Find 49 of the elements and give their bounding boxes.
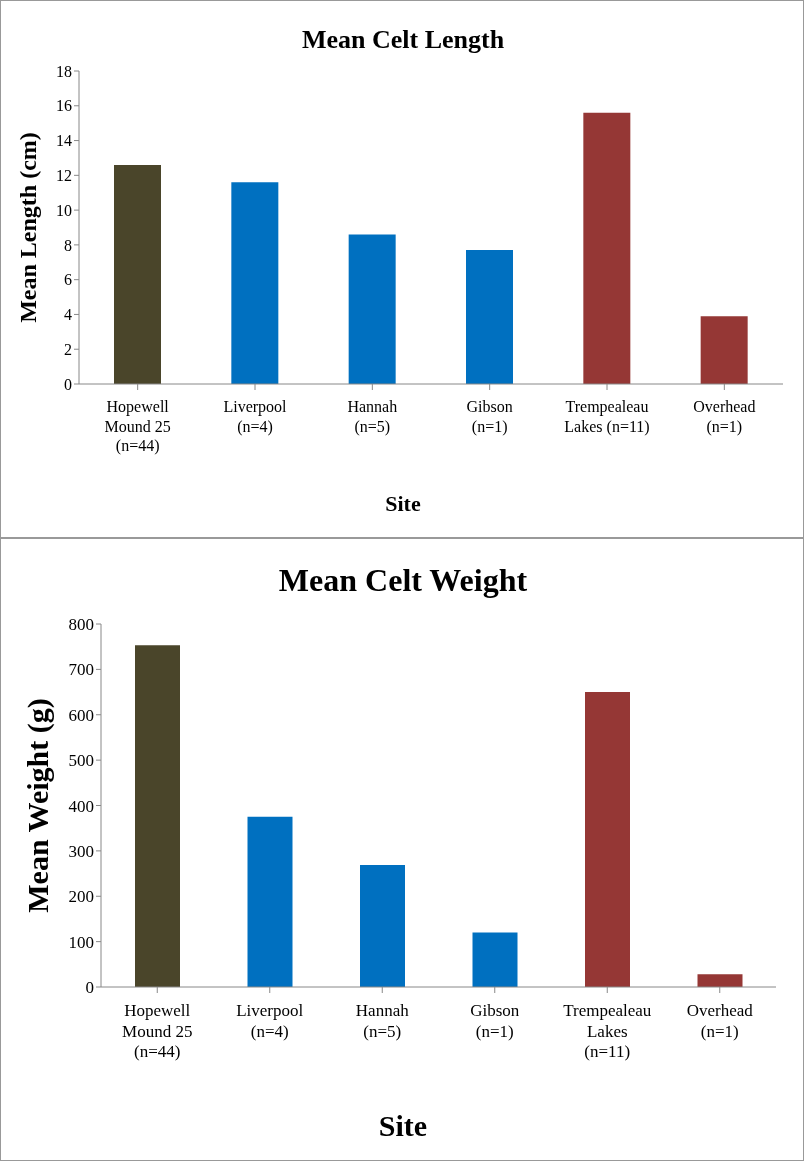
y-tick-label: 12 — [56, 167, 72, 185]
x-tick-label: Overhead (n=1) — [693, 398, 756, 436]
chart-title: Mean Celt Length — [300, 25, 506, 56]
bar — [472, 932, 518, 987]
bar — [466, 250, 513, 384]
x-tick-label: Gibson (n=1) — [466, 398, 513, 436]
bar — [135, 645, 180, 987]
y-tick-label: 700 — [68, 660, 94, 680]
x-tick-label: Hannah (n=5) — [347, 398, 398, 436]
bar — [360, 864, 405, 987]
y-tick-label: 2 — [64, 340, 72, 358]
y-tick-label: 800 — [68, 615, 94, 635]
x-tick-label: Gibson (n=1) — [470, 1001, 520, 1041]
y-tick-label: 300 — [68, 841, 94, 861]
y-tick-label: 14 — [56, 132, 72, 150]
y-tick-label: 16 — [56, 97, 72, 115]
y-tick-label: 8 — [64, 236, 72, 254]
y-axis-title: Mean Weight (g) — [20, 698, 55, 913]
y-tick-label: 10 — [56, 201, 72, 219]
bar — [231, 182, 279, 384]
y-axis-title: Mean Length (cm) — [14, 132, 41, 323]
y-tick-label: 200 — [68, 887, 94, 907]
x-axis-title: Site — [377, 1109, 429, 1143]
x-tick-label: Hopewell Mound 25 (n=44) — [122, 1001, 193, 1062]
bar — [700, 316, 748, 384]
bar — [247, 816, 293, 987]
bar — [114, 164, 161, 384]
x-tick-label: Overhead (n=1) — [686, 1001, 754, 1041]
y-tick-label: 4 — [64, 306, 72, 324]
bar — [583, 112, 631, 384]
y-tick-label: 0 — [64, 375, 72, 393]
y-tick-label: 600 — [68, 705, 94, 725]
bar — [697, 974, 743, 987]
x-tick-label: Trempealeau Lakes (n=11) — [564, 398, 650, 436]
chart-title: Mean Celt Weight — [277, 561, 529, 599]
x-tick-label: Trempealeau Lakes (n=11) — [563, 1001, 652, 1062]
x-tick-label: Hannah (n=5) — [355, 1001, 410, 1041]
y-tick-label: 500 — [68, 751, 94, 771]
x-tick-label: Liverpool (n=4) — [223, 398, 288, 436]
bar — [585, 692, 630, 987]
x-tick-label: Liverpool (n=4) — [236, 1001, 304, 1041]
bar — [348, 234, 396, 384]
y-tick-label: 6 — [64, 271, 72, 289]
y-tick-label: 0 — [85, 978, 94, 998]
y-tick-label: 400 — [68, 796, 94, 816]
y-tick-label: 100 — [68, 932, 94, 952]
x-tick-label: Hopewell Mound 25 (n=44) — [104, 398, 171, 455]
y-tick-label: 18 — [56, 62, 72, 80]
x-axis-title: Site — [384, 490, 422, 517]
